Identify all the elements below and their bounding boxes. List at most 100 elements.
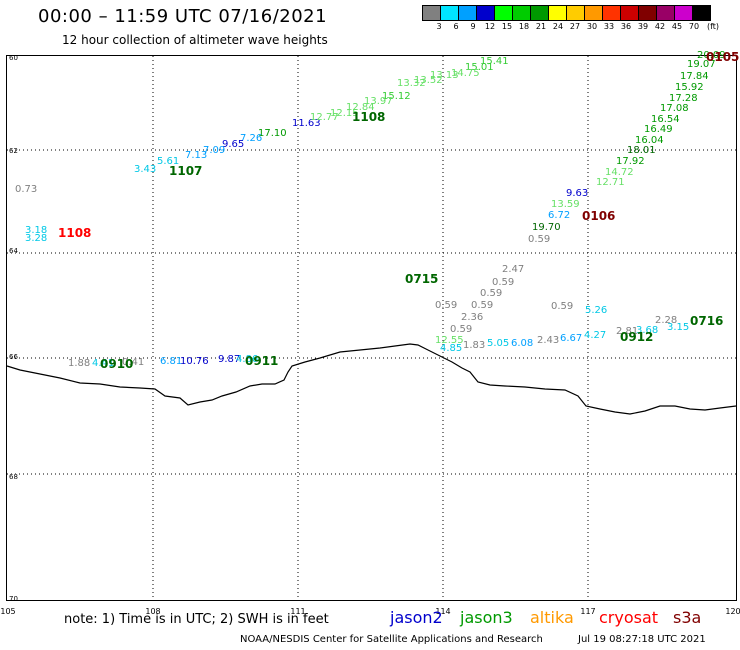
pass-time-label: 0911 bbox=[245, 354, 278, 368]
longitude-label: 105 bbox=[0, 607, 15, 616]
legend-cryosat: cryosat bbox=[599, 608, 659, 627]
wave-height-reading: 16.49 bbox=[644, 124, 673, 135]
wave-height-reading: 3.28 bbox=[25, 233, 47, 244]
wave-height-reading: 15.01 bbox=[465, 62, 494, 73]
scale-label: 15 bbox=[501, 22, 513, 31]
color-scale-legend bbox=[422, 5, 711, 21]
coastline bbox=[6, 343, 737, 415]
scale-label: 18 bbox=[518, 22, 530, 31]
pass-time-label: 1108 bbox=[58, 226, 91, 240]
wave-height-reading: 17.92 bbox=[616, 156, 645, 167]
latitude-label: 62 bbox=[9, 147, 18, 155]
wave-height-reading: 4.27 bbox=[584, 330, 606, 341]
wave-height-reading: 4.86 bbox=[236, 354, 258, 365]
wave-height-reading: 18.01 bbox=[627, 145, 656, 156]
wave-height-reading: 2.36 bbox=[461, 312, 483, 323]
scale-swatch bbox=[567, 6, 585, 20]
pass-time-label: 0715 bbox=[405, 272, 438, 286]
legend-jason2: jason2 bbox=[390, 608, 443, 627]
wave-height-reading: 10.76 bbox=[180, 356, 209, 367]
wave-height-reading: 0.59 bbox=[450, 324, 472, 335]
wave-height-reading: 3.68 bbox=[636, 325, 658, 336]
latitude-label: 66 bbox=[9, 353, 18, 361]
wave-height-reading: 0.59 bbox=[435, 300, 457, 311]
wave-height-reading: 0.59 bbox=[528, 234, 550, 245]
wave-height-reading: 6.81 bbox=[160, 356, 182, 367]
scale-swatch bbox=[423, 6, 441, 20]
wave-height-reading: 17.10 bbox=[258, 128, 287, 139]
wave-height-reading: 0.41 bbox=[122, 357, 144, 368]
wave-height-reading: 5.61 bbox=[157, 156, 179, 167]
latitude-label: 68 bbox=[9, 473, 18, 481]
scale-swatch bbox=[657, 6, 675, 20]
pass-time-label: 0716 bbox=[690, 314, 723, 328]
wave-height-reading: 15.92 bbox=[675, 82, 704, 93]
wave-height-reading: 17.28 bbox=[669, 93, 698, 104]
pass-time-label: 1108 bbox=[352, 110, 385, 124]
wave-height-reading: 16.04 bbox=[635, 135, 664, 146]
legend-jason3: jason3 bbox=[460, 608, 513, 627]
scale-swatch bbox=[603, 6, 621, 20]
scale-swatch bbox=[639, 6, 657, 20]
scale-swatch bbox=[495, 6, 513, 20]
wave-height-reading: 2.81 bbox=[616, 326, 638, 337]
credit-text: NOAA/NESDIS Center for Satellite Applica… bbox=[240, 634, 543, 645]
wave-height-reading: 9.87 bbox=[218, 354, 240, 365]
scale-label: 6 bbox=[453, 22, 459, 31]
scale-swatch bbox=[441, 6, 459, 20]
wave-height-reading: 3.15 bbox=[667, 322, 689, 333]
wave-height-reading: 6.67 bbox=[560, 333, 582, 344]
longitude-label: 117 bbox=[580, 607, 595, 616]
latitude-label: 60 bbox=[9, 54, 18, 62]
wave-height-reading: 14.75 bbox=[451, 68, 480, 79]
pass-time-label: 0106 bbox=[582, 209, 615, 223]
wave-height-reading: 2.43 bbox=[537, 335, 559, 346]
wave-height-reading: 11.63 bbox=[292, 118, 321, 129]
wave-height-reading: 2.47 bbox=[502, 264, 524, 275]
wave-height-reading: 17.08 bbox=[660, 103, 689, 114]
wave-height-reading: 12.55 bbox=[435, 335, 464, 346]
scale-label: 39 bbox=[637, 22, 649, 31]
wave-height-reading: 1.83 bbox=[463, 340, 485, 351]
scale-label: 9 bbox=[470, 22, 476, 31]
legend-altika: altika bbox=[530, 608, 574, 627]
scale-swatch bbox=[513, 6, 531, 20]
scale-swatch bbox=[621, 6, 639, 20]
pass-time-label: 0105 bbox=[706, 50, 739, 64]
wave-height-reading: 12.77 bbox=[310, 112, 339, 123]
scale-swatch bbox=[693, 6, 710, 20]
scale-label: 42 bbox=[654, 22, 666, 31]
scale-label: 24 bbox=[552, 22, 564, 31]
longitude-label: 111 bbox=[290, 607, 305, 616]
wave-height-reading: 20.09 bbox=[697, 50, 726, 61]
wave-height-reading: 9.65 bbox=[222, 139, 244, 150]
wave-height-reading: 5.26 bbox=[585, 305, 607, 316]
page-subtitle: 12 hour collection of altimeter wave hei… bbox=[62, 33, 328, 47]
wave-height-reading: 1.88 bbox=[68, 358, 90, 369]
wave-height-reading: 13.97 bbox=[364, 96, 393, 107]
page-title: 00:00 – 11:59 UTC 07/16/2021 bbox=[38, 6, 328, 27]
scale-swatch bbox=[531, 6, 549, 20]
wave-height-reading: 6.08 bbox=[511, 338, 533, 349]
legend-s3a: s3a bbox=[673, 608, 702, 627]
scale-label: 30 bbox=[586, 22, 598, 31]
map-frame bbox=[6, 55, 737, 601]
scale-swatch bbox=[585, 6, 603, 20]
scale-label: 12 bbox=[484, 22, 496, 31]
scale-label: (ft) bbox=[706, 22, 720, 31]
footer-note: note: 1) Time is in UTC; 2) SWH is in fe… bbox=[64, 612, 329, 627]
wave-height-reading: 13.13 bbox=[430, 70, 459, 81]
longitude-label: 120 bbox=[725, 607, 740, 616]
pass-time-label: 0912 bbox=[620, 330, 653, 344]
wave-height-reading: 7.13 bbox=[185, 150, 207, 161]
scale-swatch bbox=[459, 6, 477, 20]
wave-height-reading: 0.73 bbox=[15, 184, 37, 195]
longitude-label: 114 bbox=[435, 607, 450, 616]
wave-height-reading: 0.59 bbox=[471, 300, 493, 311]
longitude-label: 108 bbox=[145, 607, 160, 616]
wave-height-reading: 9.63 bbox=[566, 188, 588, 199]
latitude-label: 64 bbox=[9, 247, 18, 255]
scale-label: 33 bbox=[603, 22, 615, 31]
wave-height-reading: 4.85 bbox=[440, 343, 462, 354]
